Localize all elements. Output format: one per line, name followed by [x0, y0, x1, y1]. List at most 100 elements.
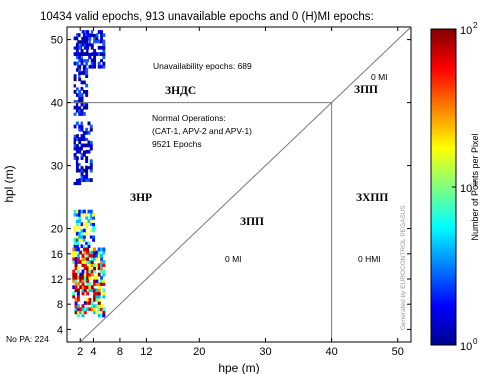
heat-cell — [93, 297, 97, 302]
y-tick-label: 30 — [51, 161, 63, 173]
heat-cell — [102, 263, 106, 267]
heat-cell — [85, 99, 89, 104]
heat-cell — [81, 30, 85, 34]
heat-cell — [73, 108, 77, 113]
heat-cell — [76, 310, 80, 315]
heat-cell — [73, 228, 77, 233]
heat-cell — [85, 90, 89, 94]
heat-cell — [78, 153, 82, 157]
heat-cell — [93, 247, 97, 252]
heat-cell — [97, 307, 101, 312]
heat-cell — [86, 291, 90, 296]
heat-cell — [97, 64, 101, 69]
colorbar-tick-exponent: 0 — [473, 337, 478, 346]
heat-cell — [76, 294, 80, 299]
heat-cell — [75, 234, 79, 239]
heat-cell — [102, 61, 106, 66]
heat-cell — [85, 222, 89, 227]
heat-cell — [82, 64, 86, 69]
heat-cell — [73, 140, 77, 145]
reference-lines — [67, 26, 412, 343]
heat-cell — [88, 253, 92, 258]
heat-cell — [100, 45, 103, 50]
heat-cell — [86, 260, 90, 264]
heat-cell — [93, 52, 97, 56]
heat-cell — [75, 212, 79, 217]
heat-cell — [73, 162, 77, 167]
heat-cell — [75, 216, 79, 220]
heat-cell — [85, 216, 89, 220]
heat-cell — [83, 256, 87, 261]
heat-cell — [83, 279, 87, 283]
heat-cell — [85, 71, 89, 75]
heat-cell — [75, 146, 79, 151]
unavailability-text: Unavailability epochs: 689 — [153, 61, 252, 71]
colorbar-tick-label: 10 — [460, 25, 472, 37]
heat-cell — [81, 260, 85, 264]
heat-cell — [89, 162, 93, 167]
heat-cell — [100, 266, 103, 271]
heat-cell — [89, 212, 93, 217]
heat-cell — [75, 156, 79, 160]
heat-cell — [93, 294, 97, 299]
heat-cell — [81, 288, 85, 293]
heat-cell — [95, 310, 99, 315]
heat-cell — [80, 225, 84, 230]
heat-cell — [80, 52, 84, 56]
heat-cell — [100, 275, 103, 280]
heat-cell — [88, 55, 92, 60]
heat-cell — [73, 36, 77, 41]
heat-cell — [89, 219, 93, 223]
heat-cell — [73, 80, 77, 85]
heat-cell — [73, 67, 77, 72]
heat-cell — [83, 275, 87, 280]
heat-cell — [93, 64, 97, 69]
colorbar-tick-label: 10 — [460, 183, 472, 195]
colorbar-tick-label: 10 — [460, 341, 472, 353]
heat-cell — [81, 307, 85, 312]
heat-cell — [89, 209, 93, 214]
heat-cell — [95, 256, 99, 261]
heat-cell — [76, 269, 80, 274]
heat-cell — [75, 55, 79, 60]
heat-cell — [74, 272, 78, 277]
heat-cell — [73, 212, 77, 217]
heat-cell — [90, 285, 94, 290]
heat-cell — [76, 253, 80, 258]
heat-cell — [75, 83, 79, 88]
heat-cell — [78, 93, 82, 97]
heat-cell — [97, 250, 101, 255]
heat-cell — [102, 247, 106, 252]
colorbar-label: Number of Points per Pixel — [470, 133, 480, 240]
heat-cell — [73, 74, 77, 78]
heat-cell — [88, 285, 92, 290]
heat-cell — [75, 219, 79, 223]
heat-cell — [93, 266, 97, 271]
x-tick-label: 12 — [140, 346, 152, 358]
heat-cell — [97, 61, 101, 66]
heat-cell — [72, 279, 76, 283]
heat-cell — [78, 234, 82, 239]
heat-cell — [74, 297, 78, 302]
heat-cell — [80, 108, 84, 113]
heat-cell — [89, 228, 93, 233]
heat-cell — [87, 219, 91, 223]
heat-cell — [87, 178, 91, 182]
y-axis-label: hpl (m) — [2, 165, 16, 202]
heat-cell — [80, 58, 84, 63]
heat-cell — [83, 45, 87, 50]
heat-cell — [88, 282, 92, 286]
chart-title: 10434 valid epochs, 913 unavailable epoc… — [40, 11, 374, 23]
heat-cell — [81, 39, 85, 44]
heat-cell — [95, 304, 99, 308]
heat-cell — [78, 159, 82, 164]
heat-cell — [78, 149, 82, 154]
heat-cell — [80, 86, 84, 91]
heat-cell — [82, 80, 86, 85]
heat-cell — [78, 90, 82, 94]
x-tick-label: 30 — [259, 346, 271, 358]
heat-cell — [88, 42, 92, 47]
heat-cell — [95, 253, 99, 258]
heat-cell — [95, 294, 99, 299]
heat-cell — [90, 260, 94, 264]
